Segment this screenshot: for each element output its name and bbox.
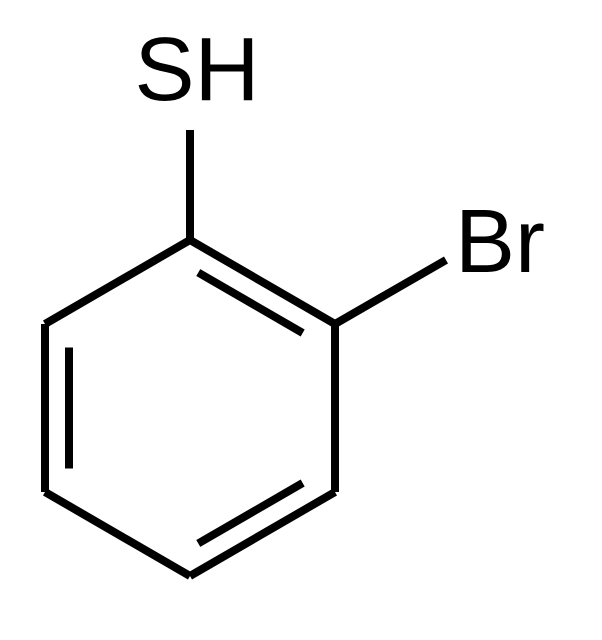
- bond-c4-c5: [45, 492, 190, 576]
- bond-layer: [45, 130, 446, 576]
- bond-c6-c1: [45, 240, 190, 324]
- molecule-diagram: SH Br: [0, 0, 602, 640]
- label-layer: SH Br: [134, 20, 545, 292]
- bond-c1-c2: [190, 240, 335, 333]
- bond-c3-c4: [190, 483, 335, 576]
- atom-label-sh: SH: [134, 20, 259, 120]
- atom-label-br: Br: [455, 192, 545, 292]
- bond-c2-br: [335, 260, 446, 324]
- bond-c5-c6: [45, 324, 69, 492]
